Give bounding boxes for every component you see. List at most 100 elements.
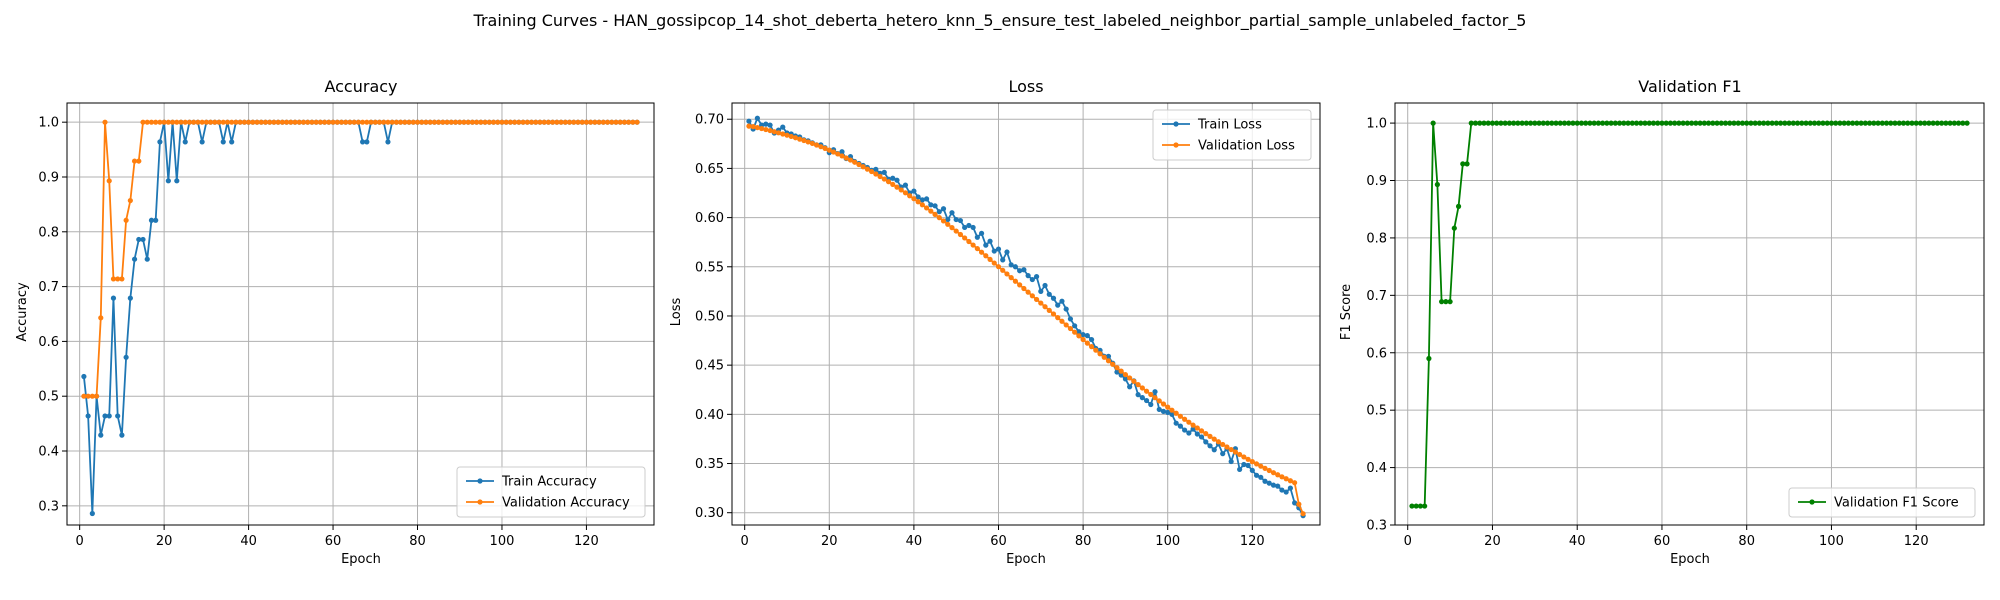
validation-loss-point (792, 135, 799, 141)
loss-x-tick-label: 20 (821, 534, 838, 549)
validation-loss-point (928, 208, 934, 214)
validation-loss-point (983, 253, 989, 259)
f1-x-tick-label: 60 (1654, 534, 1671, 549)
train-loss-point (923, 196, 930, 202)
validation-accuracy-series (81, 119, 640, 399)
validation-f1-score-point (1811, 120, 1818, 126)
validation-f1-score-point (1896, 120, 1902, 126)
train-loss-point (1135, 392, 1141, 398)
validation-loss-point (801, 137, 807, 144)
validation-loss-point (805, 139, 811, 145)
validation-loss-point (869, 168, 875, 175)
validation-loss-point (1186, 419, 1192, 425)
validation-f1-score-point (1803, 120, 1809, 126)
validation-f1-score-point (1633, 120, 1640, 126)
validation-f1-score-point (1752, 120, 1758, 126)
validation-f1-score-point (1917, 120, 1924, 126)
train-loss-point (881, 169, 887, 175)
train-loss-point (1165, 409, 1171, 415)
accuracy-x-axis-label: Epoch (341, 552, 381, 567)
validation-f1-score-point (1769, 120, 1775, 126)
train-loss-point (995, 246, 1002, 252)
validation-accuracy-point (626, 119, 632, 125)
validation-loss-point (1203, 431, 1209, 437)
validation-accuracy-point (216, 119, 222, 125)
train-loss-point (1139, 395, 1145, 401)
validation-accuracy-point (503, 119, 509, 125)
validation-accuracy-point (507, 119, 514, 125)
validation-accuracy-point (334, 119, 340, 125)
validation-loss-point (1194, 425, 1200, 431)
train-loss-point (928, 202, 934, 208)
validation-loss-point (1131, 378, 1137, 384)
validation-accuracy-point (207, 119, 214, 125)
accuracy-legend-box (456, 466, 646, 518)
train-loss-point (1173, 420, 1179, 426)
train-loss-point (1122, 376, 1129, 382)
validation-f1-score-point (1794, 120, 1801, 126)
loss-plot-frame (731, 102, 1321, 526)
loss-y-tick-label: 0.45 (695, 359, 724, 374)
accuracy-x-tick-label: 0 (76, 534, 84, 549)
train-loss-point (1038, 288, 1044, 294)
validation-accuracy-point (588, 119, 594, 125)
validation-loss-point (1029, 293, 1035, 299)
validation-f1-score-point (1511, 120, 1517, 126)
validation-f1-score-point (1684, 120, 1690, 126)
validation-loss-point (847, 157, 854, 163)
validation-accuracy-point (596, 119, 602, 125)
train-loss-point (767, 122, 773, 128)
accuracy-plot-frame (66, 102, 655, 526)
f1-x-tick-label: 100 (1819, 534, 1844, 549)
validation-f1-score-point (1553, 120, 1559, 126)
validation-accuracy-point (465, 119, 471, 125)
validation-f1-score-point (1748, 120, 1754, 126)
validation-accuracy-point (347, 119, 353, 125)
validation-f1-score-point (1561, 120, 1568, 126)
validation-f1-score-point (1578, 120, 1585, 126)
train-accuracy-point (89, 510, 95, 517)
validation-accuracy-point (592, 119, 598, 125)
validation-accuracy-point (267, 119, 273, 125)
validation-loss-point (1004, 271, 1010, 277)
validation-loss-point (1143, 388, 1150, 394)
validation-accuracy-point (376, 119, 383, 125)
validation-f1-score-point (1663, 120, 1669, 126)
validation-loss-point (1287, 478, 1293, 484)
validation-loss-point (784, 132, 790, 138)
validation-loss-point (1093, 347, 1099, 353)
train-accuracy-point (119, 432, 125, 438)
validation-f1-score-point (1519, 120, 1525, 126)
validation-loss-point (759, 125, 765, 132)
validation-loss-point (1270, 470, 1277, 476)
validation-f1-score-point (1413, 503, 1419, 509)
train-loss-point (962, 224, 968, 231)
loss-x-axis-label: Epoch (1006, 552, 1046, 567)
validation-accuracy-point (131, 158, 138, 164)
validation-accuracy-point (195, 119, 201, 125)
validation-accuracy-point (617, 119, 623, 125)
train-loss-point (894, 177, 900, 183)
validation-f1-score-point (1833, 120, 1839, 126)
validation-loss-point (771, 129, 777, 135)
train-loss-point (1156, 406, 1162, 413)
validation-loss-point (843, 155, 849, 161)
validation-loss-point (991, 260, 997, 266)
validation-accuracy-point (537, 119, 543, 125)
train-accuracy-legend-label: Train Accuracy (501, 475, 597, 490)
validation-loss-point (1275, 472, 1281, 478)
train-loss-point (1262, 478, 1268, 484)
validation-accuracy-point (115, 276, 121, 282)
loss-y-tick-label: 0.35 (695, 457, 724, 472)
validation-accuracy-point (292, 119, 298, 125)
train-loss-point (1067, 316, 1074, 322)
validation-loss-point (1033, 296, 1040, 303)
train-loss-point (915, 194, 921, 200)
validation-loss-point (978, 249, 985, 255)
validation-accuracy-point (182, 119, 188, 125)
validation-accuracy-point (313, 119, 319, 125)
validation-f1-score-point (1879, 120, 1885, 126)
train-loss-point (780, 124, 786, 130)
validation-accuracy-point (554, 119, 560, 125)
validation-accuracy-point (300, 119, 307, 125)
